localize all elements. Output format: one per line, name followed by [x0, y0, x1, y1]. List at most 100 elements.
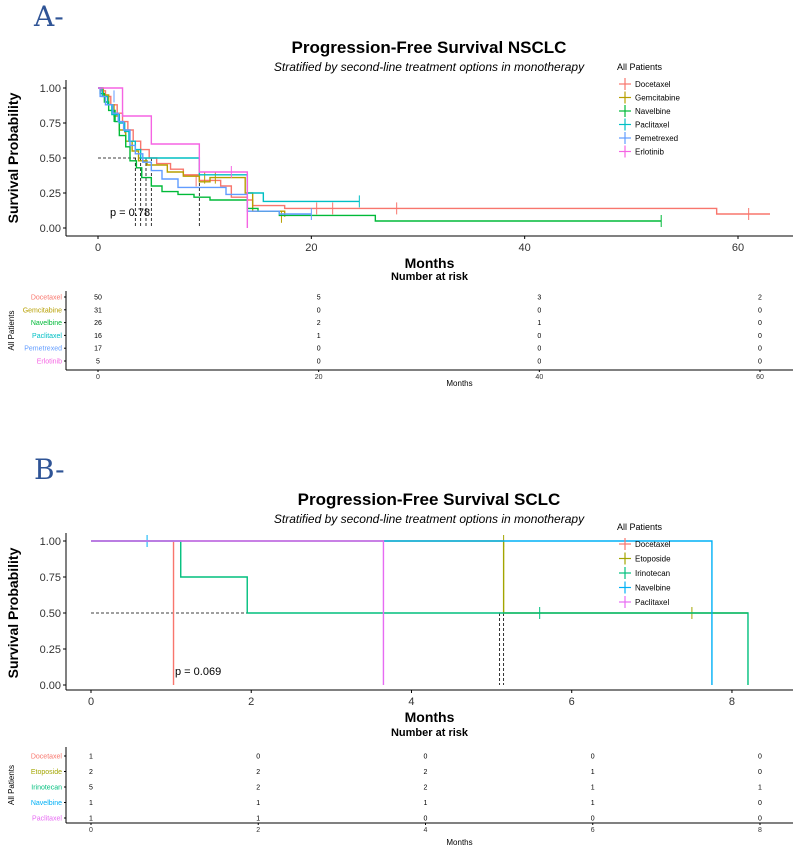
chart-b-curve-paclitaxel: [91, 540, 385, 685]
chart-a-risk-row-label: Gemcitabine: [23, 307, 62, 314]
chart-b-risk-row-label: Irinotecan: [31, 785, 62, 792]
chart-b-pvalue: p = 0.069: [175, 666, 221, 678]
chart-b-risk-y-label: All Patients: [7, 765, 16, 805]
chart-a-risk-count: 16: [94, 333, 102, 340]
chart-a-risk-count: 5: [317, 295, 321, 302]
chart-b-risk-count: 0: [424, 816, 428, 823]
chart-b-legend-label-irinotecan: Irinotecan: [635, 569, 670, 578]
chart-b-risk-count: 1: [89, 816, 93, 823]
chart-a-risk-count: 0: [537, 307, 541, 314]
chart-b-x-label: Months: [405, 709, 455, 725]
chart-a-y-tick-label: 0.00: [40, 223, 61, 235]
chart-a-risk-count: 1: [537, 320, 541, 327]
chart-a-legend-label-gemcitabine: Gemcitabine: [635, 94, 680, 103]
chart-a-risk-count: 31: [94, 307, 102, 314]
chart-a-risk-count: 0: [758, 307, 762, 314]
chart-b-y-tick-label: 0.00: [40, 680, 61, 692]
chart-b-risk-x-tick-label: 0: [89, 827, 93, 834]
chart-b-risk-count: 1: [591, 800, 595, 807]
chart-b-legend-title: All Patients: [617, 522, 663, 532]
chart-b-risk-count: 0: [758, 754, 762, 761]
chart-a-pvalue: p = 0.78: [110, 207, 150, 219]
panel-b-label: B-: [34, 453, 65, 486]
chart-a-risk-row-label: Erlotinib: [37, 359, 62, 366]
chart-b-risk-count: 0: [591, 816, 595, 823]
chart-b-risk-count: 1: [256, 800, 260, 807]
chart-b-title: Progression-Free Survival SCLC: [298, 490, 561, 509]
chart-b-risk-count: 0: [256, 754, 260, 761]
chart-a-risk-count: 0: [758, 359, 762, 366]
chart-b-risk-count: 1: [89, 800, 93, 807]
chart-b-x-tick-label: 0: [88, 696, 94, 708]
chart-b-legend-label-navelbine: Navelbine: [635, 584, 671, 593]
chart-b-risk-count: 1: [591, 769, 595, 776]
chart-a-risk-title: Number at risk: [391, 271, 469, 283]
chart-a-legend-title: All Patients: [617, 62, 663, 72]
chart-b-risk-count: 2: [424, 785, 428, 792]
chart-b-risk-count: 5: [89, 785, 93, 792]
chart-b-subtitle: Stratified by second-line treatment opti…: [274, 512, 585, 526]
chart-a-curve-pemetrexed: [98, 87, 312, 215]
chart-b-risk-count: 1: [758, 785, 762, 792]
chart-b-legend-label-paclitaxel: Paclitaxel: [635, 598, 669, 607]
chart-b-risk-row-label: Etoposide: [31, 769, 62, 776]
chart-b-risk-count: 0: [424, 754, 428, 761]
chart-a-legend-label-erlotinib: Erlotinib: [635, 148, 664, 157]
chart-a-risk-count: 0: [317, 307, 321, 314]
chart-b-y-tick-label: 0.25: [40, 644, 61, 656]
chart-a-risk-row-label: Docetaxel: [31, 295, 63, 302]
chart-b-legend-label-docetaxel: Docetaxel: [635, 540, 671, 549]
chart-b-risk-count: 0: [591, 754, 595, 761]
chart-a-legend-label-navelbine: Navelbine: [635, 107, 671, 116]
chart-a-x-tick-label: 0: [95, 242, 101, 254]
chart-a-risk-count: 26: [94, 320, 102, 327]
chart-b-risk-count: 1: [424, 800, 428, 807]
chart-b-y-tick-label: 1.00: [40, 536, 61, 548]
chart-a-x-label: Months: [405, 255, 455, 271]
chart-a-legend-label-pemetrexed: Pemetrexed: [635, 134, 678, 143]
chart-b-risk-count: 2: [256, 769, 260, 776]
chart-a-risk-count: 2: [758, 295, 762, 302]
chart-b-risk-x-tick-label: 6: [591, 827, 595, 834]
chart-a-y-tick-label: 1.00: [40, 83, 61, 95]
chart-b-risk-row-label: Paclitaxel: [32, 816, 62, 823]
chart-a-x-tick-label: 40: [519, 242, 531, 254]
chart-a-risk-count: 0: [537, 359, 541, 366]
chart-a-risk-row-label: Pemetrexed: [24, 346, 62, 353]
chart-a-x-tick-label: 20: [305, 242, 317, 254]
chart-a-y-tick-label: 0.50: [40, 153, 61, 165]
chart-a-title: Progression-Free Survival NSCLC: [292, 38, 567, 57]
chart-a-y-label: Survival Probability: [5, 92, 21, 223]
chart-b-risk-count: 0: [758, 800, 762, 807]
chart-b-y-tick-label: 0.75: [40, 572, 61, 584]
chart-b-group: Progression-Free Survival SCLC Stratified…: [5, 490, 793, 847]
chart-b-risk-count: 2: [256, 785, 260, 792]
chart-a-risk-count: 0: [317, 346, 321, 353]
chart-b-risk-count: 0: [758, 816, 762, 823]
chart-a-risk-x-tick-label: 20: [315, 374, 323, 381]
chart-b-risk-count: 2: [89, 769, 93, 776]
chart-a-risk-count: 2: [317, 320, 321, 327]
chart-a-risk-count: 17: [94, 346, 102, 353]
chart-a-legend-label-paclitaxel: Paclitaxel: [635, 121, 669, 130]
chart-b-x-tick-label: 8: [729, 696, 735, 708]
chart-b-risk-x-label: Months: [446, 838, 472, 847]
chart-a-risk-count: 0: [317, 359, 321, 366]
chart-b-risk-x-tick-label: 4: [424, 827, 428, 834]
chart-b-x-tick-label: 2: [248, 696, 254, 708]
chart-b-x-tick-label: 6: [569, 696, 575, 708]
chart-b-y-tick-label: 0.50: [40, 608, 61, 620]
chart-a-risk-x-tick-label: 60: [756, 374, 764, 381]
chart-a-risk-row-label: Navelbine: [31, 320, 62, 327]
chart-b-risk-count: 2: [424, 769, 428, 776]
chart-a-risk-y-label: All Patients: [7, 310, 16, 350]
chart-a-curve-gemcitabine: [98, 87, 286, 217]
chart-b-legend-label-etoposide: Etoposide: [635, 555, 671, 564]
chart-a-risk-count: 0: [537, 333, 541, 340]
chart-a-risk-x-tick-label: 0: [96, 374, 100, 381]
chart-a-risk-x-label: Months: [446, 379, 472, 388]
chart-a-legend-label-docetaxel: Docetaxel: [635, 80, 671, 89]
chart-b-y-label: Survival Probability: [5, 547, 21, 678]
chart-a-y-tick-label: 0.25: [40, 188, 61, 200]
